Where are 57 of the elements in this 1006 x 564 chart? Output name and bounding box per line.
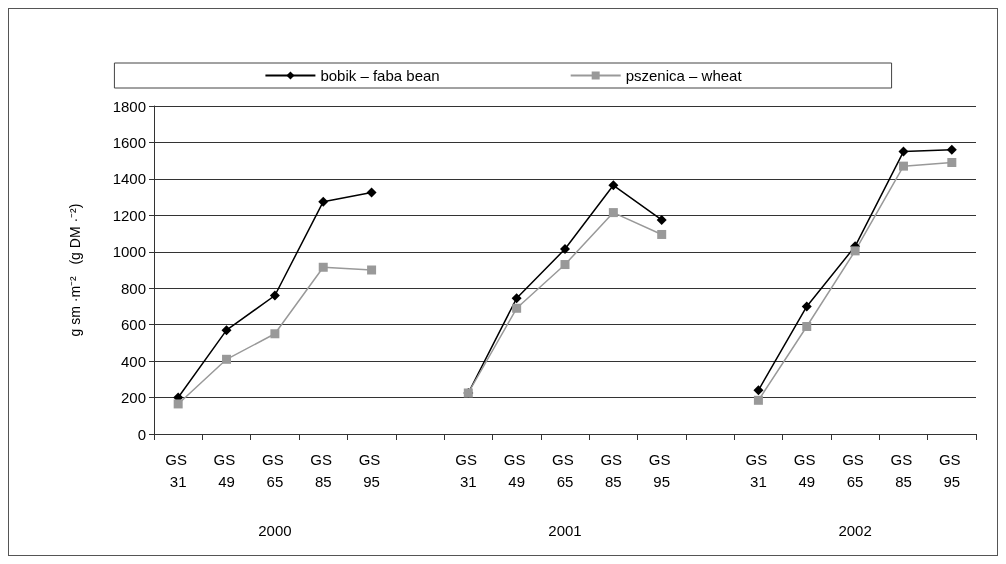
x-tick-label: GS 65 xyxy=(552,450,578,490)
point xyxy=(512,303,522,313)
point xyxy=(947,157,957,167)
point xyxy=(269,290,280,301)
point xyxy=(367,265,377,275)
x-tick-label: GS 65 xyxy=(842,450,869,490)
text: 2002 xyxy=(838,521,872,539)
point xyxy=(753,385,764,396)
y-tick-label: 200 xyxy=(120,389,146,407)
y-tick-label: 1200 xyxy=(112,206,146,224)
point xyxy=(946,144,957,155)
y-tick-label: 0 xyxy=(137,425,146,443)
point xyxy=(656,214,667,225)
y-tick-label: 1400 xyxy=(112,170,146,188)
point xyxy=(221,325,232,336)
text: 2000 xyxy=(258,521,292,539)
x-tick-label: GS 95 xyxy=(938,450,965,490)
point xyxy=(560,260,570,270)
point xyxy=(270,329,280,339)
point xyxy=(608,180,619,191)
point xyxy=(511,293,522,304)
y-axis-title: g sm ·m⁻² (g DM ·⁻²) xyxy=(67,203,83,337)
x-tick-label: GS 65 xyxy=(261,450,288,490)
x-tick-label: GS 49 xyxy=(503,450,530,490)
x-tick-label: GS 49 xyxy=(793,450,820,490)
point xyxy=(898,146,909,157)
legend-label: pszenica – wheat xyxy=(625,67,743,84)
point xyxy=(173,399,183,409)
point xyxy=(560,244,570,255)
point xyxy=(318,196,329,207)
x-tick-label: GS 85 xyxy=(600,450,627,490)
point xyxy=(318,262,328,272)
y-tick-label: 800 xyxy=(120,279,146,297)
legend-label: bobik – faba bean xyxy=(320,67,440,84)
point xyxy=(850,246,860,256)
text: 2001 xyxy=(548,521,582,539)
point xyxy=(802,321,812,331)
x-tick-label: GS 85 xyxy=(890,450,917,490)
x-tick-label: GS 85 xyxy=(310,450,337,490)
x-tick-label: GS 49 xyxy=(213,450,240,490)
x-tick-label: GS 31 xyxy=(745,450,772,490)
point xyxy=(657,229,667,239)
point xyxy=(222,354,232,364)
y-tick-label: 600 xyxy=(120,316,146,334)
point xyxy=(753,395,763,405)
x-tick-label: GS 31 xyxy=(165,450,192,490)
point xyxy=(366,187,377,198)
y-tick-label: 1000 xyxy=(112,243,146,261)
point xyxy=(608,208,618,218)
y-tick-label: 1600 xyxy=(112,133,146,151)
point xyxy=(801,301,812,312)
y-tick-label: 1800 xyxy=(112,97,146,115)
x-tick-label: GS 95 xyxy=(648,450,675,490)
point xyxy=(898,161,908,171)
y-tick-label: 400 xyxy=(120,352,146,370)
x-tick-label: GS 95 xyxy=(358,450,385,490)
x-tick-label: GS 31 xyxy=(455,450,482,490)
